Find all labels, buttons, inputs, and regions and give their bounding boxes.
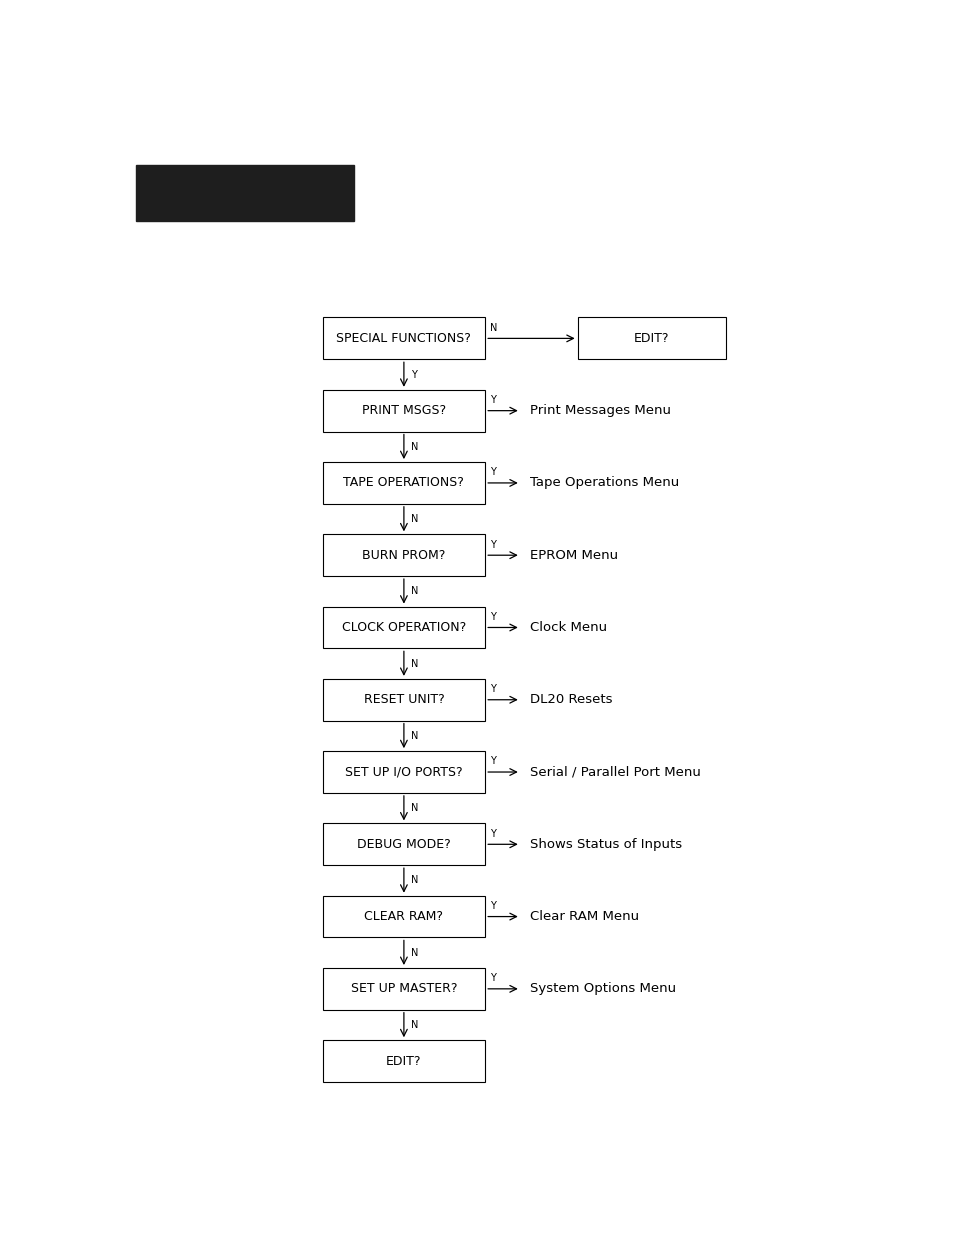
Text: Y: Y [489,684,495,694]
Bar [577,317,724,359]
Text: N: N [411,803,418,813]
Bar [322,751,485,793]
Text: EDIT?: EDIT? [386,1055,421,1067]
Bar [322,390,485,431]
Text: N: N [411,876,418,885]
Text: N: N [411,1020,418,1030]
Text: N: N [411,658,418,668]
Text: CLEAR RAM?: CLEAR RAM? [364,910,443,923]
Text: N: N [411,731,418,741]
Text: DL20 Resets: DL20 Resets [529,693,612,706]
Text: Shows Status of Inputs: Shows Status of Inputs [529,837,681,851]
Text: Clock Menu: Clock Menu [529,621,606,634]
Bar [322,606,485,648]
Text: Y: Y [489,829,495,839]
Text: DEBUG MODE?: DEBUG MODE? [356,837,451,851]
Text: RESET UNIT?: RESET UNIT? [363,693,444,706]
Text: N: N [411,947,418,957]
Bar [322,462,485,504]
Text: Y: Y [489,395,495,405]
Text: Y: Y [489,611,495,621]
Text: Y: Y [489,540,495,550]
Bar [322,1040,485,1082]
Bar [322,824,485,866]
Text: N: N [411,514,418,524]
Text: EDIT?: EDIT? [633,332,669,345]
Text: Y: Y [489,467,495,477]
Text: System Options Menu: System Options Menu [529,982,675,995]
Text: Y: Y [489,756,495,766]
Bar [322,317,485,359]
Text: SPECIAL FUNCTIONS?: SPECIAL FUNCTIONS? [336,332,471,345]
Text: Y: Y [411,369,416,379]
Text: N: N [411,442,418,452]
Text: N: N [411,587,418,597]
Text: PRINT MSGS?: PRINT MSGS? [361,404,445,417]
Text: EPROM Menu: EPROM Menu [529,548,617,562]
Bar [322,968,485,1010]
Text: N: N [489,322,497,332]
Text: SET UP MASTER?: SET UP MASTER? [351,982,456,995]
Bar [322,679,485,721]
Text: Tape Operations Menu: Tape Operations Menu [529,477,679,489]
Text: CLOCK OPERATION?: CLOCK OPERATION? [341,621,465,634]
Bar [135,165,354,221]
Text: TAPE OPERATIONS?: TAPE OPERATIONS? [343,477,464,489]
Text: Y: Y [489,973,495,983]
Text: Print Messages Menu: Print Messages Menu [529,404,670,417]
Text: Clear RAM Menu: Clear RAM Menu [529,910,639,923]
Bar [322,895,485,937]
Text: BURN PROM?: BURN PROM? [362,548,445,562]
Bar [322,535,485,576]
Text: SET UP I/O PORTS?: SET UP I/O PORTS? [345,766,462,778]
Text: Serial / Parallel Port Menu: Serial / Parallel Port Menu [529,766,700,778]
Text: Y: Y [489,900,495,911]
